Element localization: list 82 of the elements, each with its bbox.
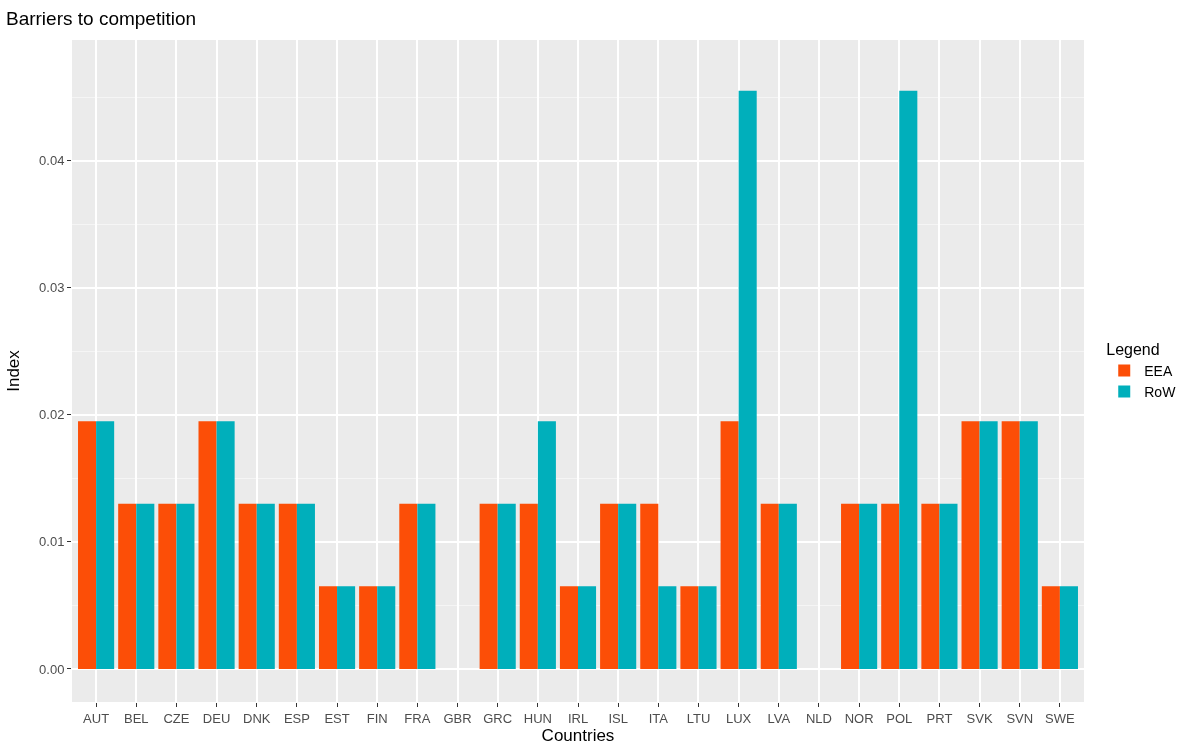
bar (118, 503, 137, 669)
x-tick-label: DEU (202, 710, 231, 726)
bar (658, 586, 677, 669)
bar (979, 421, 998, 669)
bar (778, 503, 797, 669)
bar (417, 503, 436, 669)
bar (216, 421, 235, 669)
x-tick-label: NOR (844, 710, 874, 726)
bar (479, 503, 498, 669)
x-tick-label: GRC (483, 710, 513, 726)
bar (359, 586, 378, 669)
bar (859, 503, 878, 669)
x-tick-label: HUN (523, 710, 552, 726)
bar (337, 586, 356, 669)
bar (136, 503, 155, 669)
bar (738, 90, 757, 669)
bar (1059, 586, 1078, 669)
bar (198, 421, 217, 669)
legend-label: RoW (1144, 384, 1177, 401)
x-tick-label: LTU (686, 710, 711, 726)
x-tick-label: POL (886, 710, 913, 726)
bar (680, 586, 699, 669)
x-tick-label: DNK (243, 710, 271, 726)
y-tick-label: 0.01 (39, 534, 65, 550)
x-axis-title: Countries (541, 726, 615, 745)
bar (537, 421, 556, 669)
x-tick-label: GBR (443, 710, 472, 726)
bar (78, 421, 97, 669)
x-tick-label: FIN (366, 710, 388, 726)
bar (318, 586, 338, 669)
bar (176, 503, 195, 669)
x-tick-label: ISL (608, 710, 628, 726)
x-tick-label: CZE (163, 710, 190, 726)
bar (278, 503, 297, 669)
bar (399, 503, 418, 669)
bar (899, 90, 918, 669)
bar (921, 503, 940, 669)
y-tick-label: 0.03 (39, 280, 65, 296)
chart-title: Barriers to competition (5, 7, 197, 29)
x-tick-label: IRL (567, 710, 589, 726)
y-tick-label: 0.00 (39, 661, 65, 677)
x-tick-label: BEL (123, 710, 149, 726)
x-tick-label: SVN (1006, 710, 1034, 726)
x-tick-label: ITA (648, 710, 669, 726)
x-tick-label: EST (324, 710, 350, 726)
x-tick-label: AUT (83, 710, 110, 726)
bar (939, 503, 958, 669)
bar (96, 421, 115, 669)
bar (720, 421, 739, 669)
x-tick-label: SWE (1045, 710, 1076, 726)
x-tick-label: LUX (725, 710, 752, 726)
bar (1019, 421, 1038, 669)
y-axis-title: Index (3, 349, 23, 392)
bar (497, 503, 516, 669)
y-tick-label: 0.04 (39, 153, 65, 169)
bar (296, 503, 315, 669)
bar (519, 503, 538, 669)
bar (158, 503, 177, 669)
bar (961, 421, 980, 669)
bar (600, 503, 619, 669)
x-tick-label: NLD (805, 710, 832, 726)
bar (578, 586, 597, 669)
x-tick-label: PRT (926, 710, 953, 726)
bar (760, 503, 779, 669)
bar (698, 586, 717, 669)
bar (618, 503, 637, 669)
x-tick-label: LVA (767, 710, 791, 726)
bar (238, 503, 257, 669)
legend-title: Legend (1106, 340, 1160, 358)
x-tick-label: SVK (966, 710, 993, 726)
bar (559, 586, 578, 669)
bar (841, 503, 860, 669)
bar (256, 503, 275, 669)
bar (377, 586, 396, 669)
legend-label: EEA (1144, 362, 1173, 379)
bar (1001, 421, 1020, 669)
bar (640, 503, 659, 669)
y-tick-label: 0.02 (39, 407, 65, 423)
bar (1041, 586, 1060, 669)
bar (881, 503, 900, 669)
x-tick-label: FRA (404, 710, 431, 726)
x-tick-label: ESP (283, 710, 310, 726)
